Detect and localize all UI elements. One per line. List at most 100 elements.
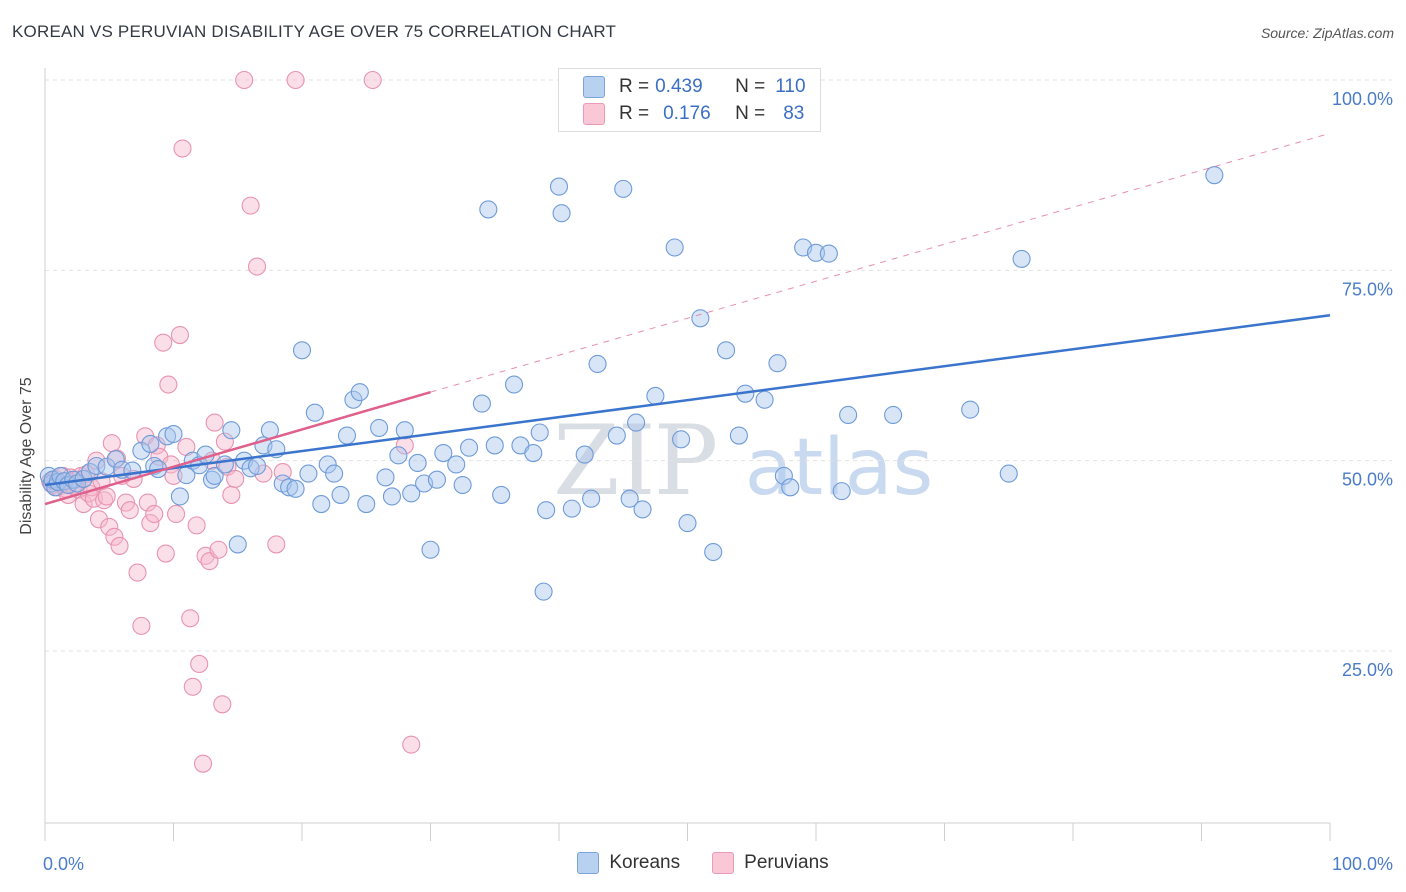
y-tick-label: 25.0% xyxy=(1342,660,1393,680)
peruvian-point xyxy=(267,535,286,554)
korean-point xyxy=(164,424,183,444)
korean-point xyxy=(170,487,189,506)
legend-n-value-koreans: 110 xyxy=(775,76,806,97)
watermark-atlas: atlas xyxy=(744,423,934,513)
korean-point xyxy=(280,478,299,497)
legend: R = 0.439 N = 110 R = 0.176 N = 83 xyxy=(558,68,821,132)
korean-point xyxy=(537,501,556,520)
peruvians-trend-line xyxy=(430,132,1331,393)
korean-point xyxy=(427,470,446,489)
source-label: Source: ZipAtlas.com xyxy=(1260,25,1394,41)
korean-point xyxy=(305,403,324,422)
korean-point xyxy=(87,456,106,476)
korean-point xyxy=(376,468,395,487)
korean-point xyxy=(205,466,224,485)
peruvian-point xyxy=(241,196,260,215)
korean-point xyxy=(524,444,543,463)
peruvian-point xyxy=(132,616,151,635)
peruvian-point xyxy=(226,469,245,488)
bottom-legend-swatch-peruvians xyxy=(712,852,735,874)
peruvian-point xyxy=(154,333,173,352)
legend-r-label: R = xyxy=(619,76,650,97)
peruvian-point xyxy=(105,527,124,546)
legend-swatch-koreans xyxy=(583,76,605,98)
korean-point xyxy=(408,453,427,473)
legend-r-label: R = xyxy=(619,103,650,124)
peruvians-trend-line xyxy=(44,390,431,506)
korean-point xyxy=(633,500,652,519)
peruvian-point xyxy=(100,517,119,536)
peruvian-point xyxy=(183,677,202,696)
peruvian-point xyxy=(141,514,160,533)
korean-point xyxy=(884,405,903,425)
peruvian-point xyxy=(247,257,267,276)
korean-point xyxy=(678,514,697,533)
korean-point xyxy=(357,495,376,514)
korean-point xyxy=(312,495,331,514)
koreans-points xyxy=(39,166,1224,601)
y-tick-label: 100.0% xyxy=(1332,89,1393,109)
peruvian-point xyxy=(213,695,232,714)
grid-layer xyxy=(45,79,1392,652)
legend-r-value-koreans: 0.439 xyxy=(655,76,703,97)
peruvian-point xyxy=(173,139,192,158)
peruvian-point xyxy=(222,485,241,504)
legend-swatch-peruvians xyxy=(583,103,605,125)
korean-point xyxy=(781,478,800,497)
peruvian-point xyxy=(110,536,129,555)
peruvian-point xyxy=(145,504,164,524)
korean-point xyxy=(106,450,125,469)
x-tick-label: 0.0% xyxy=(43,854,84,874)
bottom-legend-koreans[interactable]: Koreans xyxy=(577,852,680,874)
y-axis-label-wrap: Disability Age Over 75 xyxy=(18,299,36,534)
korean-point xyxy=(729,426,748,445)
bottom-legend-peruvians[interactable]: Peruvians xyxy=(712,852,829,874)
peruvian-point xyxy=(120,501,139,520)
peruvian-point xyxy=(128,563,147,582)
tick-label-layer: 25.0% 50.0% 75.0% 100.0% 0.0% 100.0% xyxy=(43,89,1393,874)
korean-point xyxy=(370,418,389,437)
korean-point xyxy=(132,441,151,460)
korean-point xyxy=(806,243,826,262)
korean-point xyxy=(627,413,646,432)
watermark-zip: ZIP xyxy=(553,405,718,517)
chart-title: KOREAN VS PERUVIAN DISABILITY AGE OVER 7… xyxy=(12,22,617,41)
peruvian-point xyxy=(286,70,305,90)
legend-n-label: N = xyxy=(735,76,766,97)
peruvian-point xyxy=(102,434,121,453)
korean-point xyxy=(222,421,241,440)
korean-point xyxy=(704,542,723,562)
korean-point xyxy=(421,540,440,559)
peruvian-point xyxy=(167,504,186,524)
korean-point xyxy=(1205,166,1224,185)
y-axis-label: Disability Age Over 75 xyxy=(18,377,35,535)
bottom-legend-swatch-koreans xyxy=(577,852,600,874)
korean-point xyxy=(402,484,421,503)
korean-point xyxy=(549,177,569,196)
peruvian-point xyxy=(209,540,228,559)
korean-point xyxy=(479,200,498,219)
korean-point xyxy=(331,485,350,504)
korean-point xyxy=(337,426,357,445)
korean-point xyxy=(620,489,639,508)
koreans-trend-line xyxy=(44,314,1331,487)
korean-point xyxy=(588,354,607,374)
korean-point xyxy=(716,341,736,360)
korean-point xyxy=(534,582,553,601)
korean-point xyxy=(472,394,491,413)
korean-point xyxy=(614,179,633,198)
korean-point xyxy=(350,383,369,402)
peruvian-point xyxy=(194,754,213,773)
korean-point xyxy=(575,445,594,464)
korean-point xyxy=(768,354,787,373)
bottom-legend-label-peruvians: Peruvians xyxy=(744,852,829,873)
korean-point xyxy=(999,464,1018,483)
korean-point xyxy=(318,455,337,474)
korean-point xyxy=(562,499,581,518)
peruvian-point xyxy=(190,654,209,673)
peruvian-point xyxy=(187,516,206,535)
peruvian-point xyxy=(87,451,106,470)
korean-point xyxy=(774,466,793,485)
korean-point xyxy=(325,464,344,483)
